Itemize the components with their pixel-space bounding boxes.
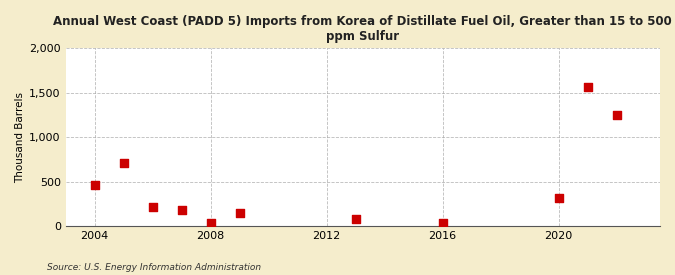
Point — [350, 217, 361, 221]
Point — [205, 221, 216, 226]
Point — [176, 208, 187, 213]
Point — [611, 113, 622, 117]
Point — [437, 221, 448, 226]
Point — [89, 183, 100, 188]
Text: Source: U.S. Energy Information Administration: Source: U.S. Energy Information Administ… — [47, 263, 261, 272]
Point — [147, 205, 158, 209]
Point — [234, 210, 245, 215]
Point — [553, 196, 564, 200]
Y-axis label: Thousand Barrels: Thousand Barrels — [15, 92, 25, 183]
Point — [118, 161, 129, 165]
Title: Annual West Coast (PADD 5) Imports from Korea of Distillate Fuel Oil, Greater th: Annual West Coast (PADD 5) Imports from … — [53, 15, 672, 43]
Point — [582, 85, 593, 90]
